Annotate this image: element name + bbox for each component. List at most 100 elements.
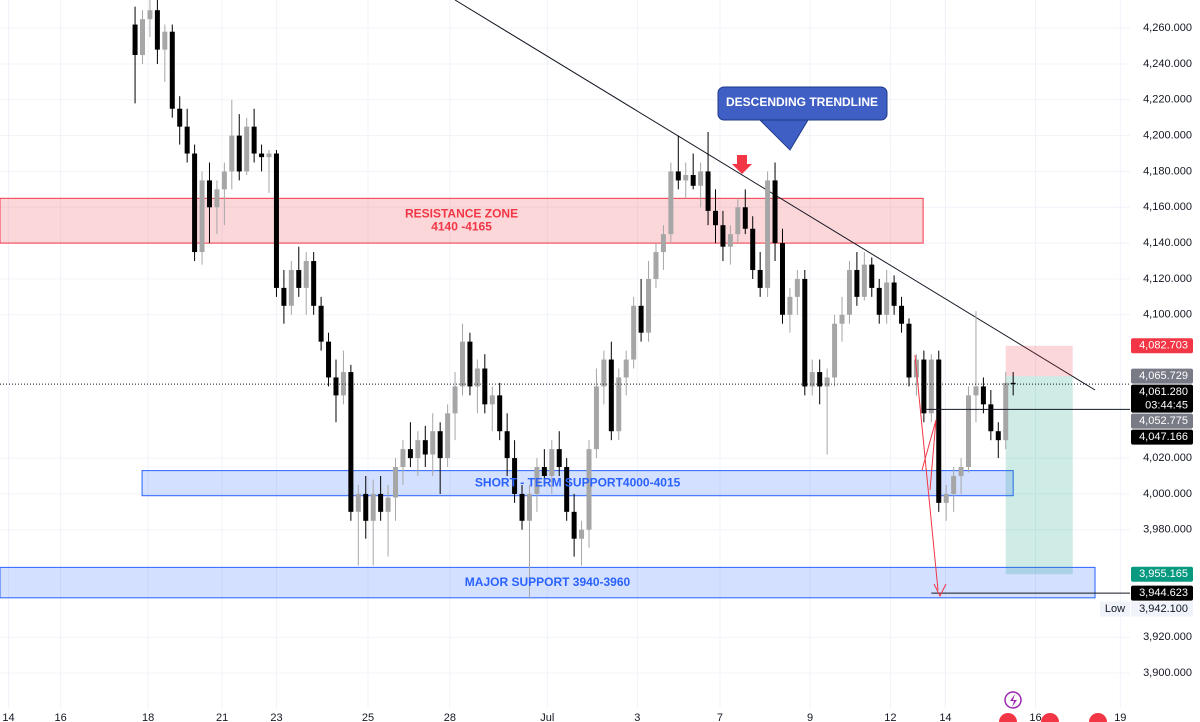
candle-body xyxy=(303,261,309,288)
candle-body xyxy=(229,135,235,172)
price-label-box xyxy=(1131,585,1193,601)
price-label: 4,082.703 xyxy=(1139,340,1188,352)
candle-body xyxy=(601,359,607,387)
candle-body xyxy=(839,314,845,324)
candle-body xyxy=(995,431,1001,441)
candle-body xyxy=(363,493,369,521)
candle-body xyxy=(951,476,957,494)
candle-body xyxy=(489,395,495,405)
axis-layer: 4,260.000 4,240.000 4,220.000 4,200.000 4,18… xyxy=(2,22,1192,722)
candle-body xyxy=(735,207,741,235)
candle-body xyxy=(809,372,815,387)
candle-body xyxy=(452,386,458,414)
candle-body xyxy=(177,108,183,127)
candle-body xyxy=(802,278,808,387)
x-tick-label: 12 xyxy=(884,712,896,722)
low-label-name: Low xyxy=(1105,603,1125,615)
candle-body xyxy=(988,404,994,432)
candle-body xyxy=(556,449,562,468)
candle-body xyxy=(906,323,912,378)
candle-body xyxy=(936,359,942,503)
x-tick-label: 9 xyxy=(807,712,813,722)
x-tick-label: 25 xyxy=(362,712,374,722)
x-tick-label: 16 xyxy=(55,712,67,722)
candle-body xyxy=(727,234,733,247)
candle-body xyxy=(326,341,332,378)
red-down-arrow xyxy=(732,155,752,174)
event-flag[interactable] xyxy=(1041,713,1059,722)
candle-body xyxy=(192,153,198,253)
stop-zone xyxy=(1005,345,1073,377)
price-label: 4,061.280 xyxy=(1139,386,1188,398)
candle-body xyxy=(772,180,778,244)
candle-body xyxy=(355,493,361,512)
candle-body xyxy=(1003,382,1009,441)
zone-label: MAJOR SUPPORT 3940-3960 xyxy=(465,575,631,589)
price-label: 4,065.729 xyxy=(1139,370,1188,382)
y-tick-label: 4,100.000 xyxy=(1143,309,1192,321)
candle-body xyxy=(385,497,391,512)
pos-layer xyxy=(1005,345,1073,575)
candle-body xyxy=(861,264,867,297)
candle-body xyxy=(713,210,719,226)
candle-body xyxy=(779,243,785,315)
candle-body xyxy=(206,180,212,208)
candle-body xyxy=(646,278,652,333)
candle-body xyxy=(668,171,674,235)
candles-layer xyxy=(132,0,1016,598)
candle-body xyxy=(638,305,644,333)
event-flag[interactable] xyxy=(1089,713,1107,722)
x-tick-label: 14 xyxy=(939,712,951,722)
candle-body xyxy=(251,126,257,154)
y-tick-label: 4,180.000 xyxy=(1143,165,1192,177)
candle-body xyxy=(564,467,570,512)
candle-body xyxy=(973,386,979,396)
lines-layer xyxy=(0,383,1130,594)
red-arrow-path xyxy=(921,419,937,491)
y-tick-label: 4,260.000 xyxy=(1143,22,1192,34)
price-label: 4,047.166 xyxy=(1139,431,1188,443)
candle-body xyxy=(311,261,317,306)
candle-body xyxy=(794,278,800,297)
candle-body xyxy=(467,341,473,387)
candle-body xyxy=(690,175,696,186)
y-tick-label: 4,240.000 xyxy=(1143,58,1192,70)
candle-body xyxy=(244,126,250,172)
target-zone xyxy=(1005,376,1073,575)
candle-body xyxy=(943,493,949,503)
candle-body xyxy=(318,305,324,342)
price-label: 3,944.623 xyxy=(1139,587,1188,599)
candle-body xyxy=(869,264,875,288)
candle-body xyxy=(162,31,168,50)
candle-body xyxy=(474,368,480,387)
y-tick-label: 4,220.000 xyxy=(1143,94,1192,106)
candle-body xyxy=(608,359,614,432)
price-label-box xyxy=(1131,413,1193,429)
price-label: 3,955.165 xyxy=(1139,568,1188,580)
candle-body xyxy=(549,449,555,477)
x-tick-label: 14 xyxy=(2,712,14,722)
price-label-box xyxy=(1131,384,1193,413)
low-label-box xyxy=(1131,601,1193,617)
candle-body xyxy=(519,493,525,521)
candle-body xyxy=(846,269,852,315)
candle-body xyxy=(891,282,897,306)
grid-layer xyxy=(0,0,1130,708)
candle-body xyxy=(526,493,532,521)
candle-body xyxy=(787,296,793,315)
candle-body xyxy=(705,171,711,211)
candle-body xyxy=(482,368,488,405)
event-flag[interactable] xyxy=(999,713,1017,722)
zone-label: 4140 -4165 xyxy=(431,219,492,233)
zone xyxy=(0,566,1096,599)
candle-body xyxy=(683,175,689,181)
candle-body xyxy=(214,189,220,208)
candle-body xyxy=(899,305,905,324)
candle-body xyxy=(288,269,294,306)
candle-body xyxy=(571,511,577,539)
y-tick-label: 4,160.000 xyxy=(1143,201,1192,213)
candle-body xyxy=(169,31,175,109)
candle-body xyxy=(266,153,272,158)
